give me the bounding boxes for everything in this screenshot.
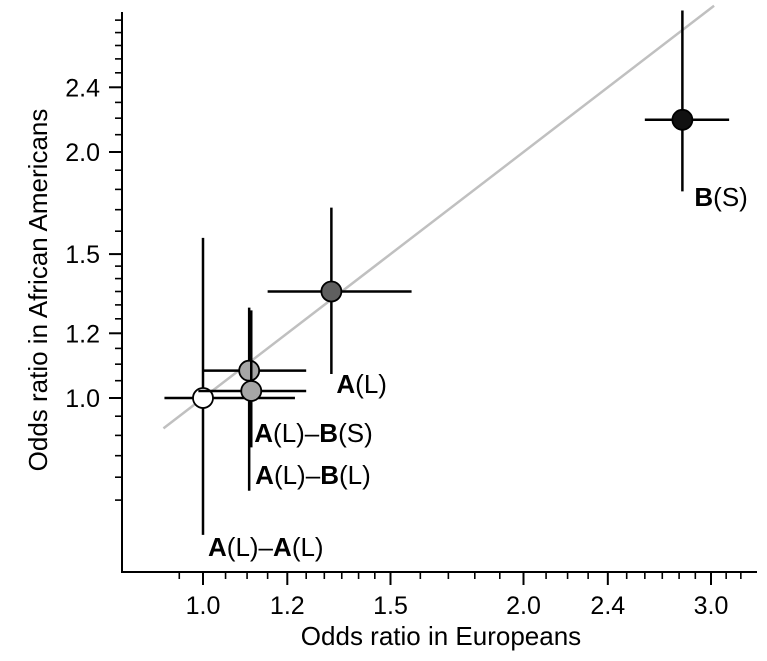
point-label: A(L)–B(S) bbox=[254, 418, 372, 448]
point-label-allele: (L) bbox=[292, 532, 324, 562]
y-tick-label: 1.5 bbox=[65, 241, 100, 269]
x-tick-label: 1.2 bbox=[270, 592, 305, 620]
data-point bbox=[671, 108, 694, 131]
point-label-locus: A bbox=[208, 532, 227, 562]
data-points bbox=[164, 10, 730, 535]
x-tick-label: 2.0 bbox=[506, 592, 541, 620]
axis-ticks: 1.0 1.2 1.5 2.0 2.4 3.0 1.0 1.2 1.5 2.0 2.4 bbox=[65, 19, 742, 620]
x-tick-label: 3.0 bbox=[694, 592, 729, 620]
y-tick-label: 1.0 bbox=[65, 385, 100, 413]
point-label-locus: A bbox=[336, 369, 355, 399]
x-tick-label: 2.4 bbox=[590, 592, 625, 620]
y-tick-label: 2.4 bbox=[65, 74, 100, 102]
point-label-locus: A bbox=[255, 460, 274, 490]
point-label: A(L)–B(L) bbox=[255, 460, 371, 490]
axes bbox=[121, 12, 757, 573]
identity-reference-line bbox=[162, 4, 715, 430]
point-label-allele: (S) bbox=[338, 418, 373, 448]
point-label-locus: A bbox=[254, 418, 273, 448]
point-label-allele: (L) bbox=[339, 460, 371, 490]
data-point bbox=[192, 387, 214, 409]
point-label-locus: B bbox=[319, 418, 338, 448]
point-label-allele: (L)– bbox=[273, 418, 320, 448]
point-labels: A(L)–A(L)A(L)–B(L)A(L)–B(S)A(L)B(S) bbox=[208, 182, 748, 562]
data-point bbox=[238, 359, 261, 382]
point-label-locus: B bbox=[320, 460, 339, 490]
point-label: B(S) bbox=[694, 182, 747, 212]
point-label-allele: (L)– bbox=[227, 532, 274, 562]
point-label: A(L) bbox=[336, 369, 387, 399]
point-label-locus: A bbox=[273, 532, 292, 562]
data-point bbox=[240, 380, 263, 402]
x-tick-label: 1.0 bbox=[186, 592, 221, 620]
point-label-allele: (L)– bbox=[274, 460, 321, 490]
point-label: A(L)–A(L) bbox=[208, 532, 324, 562]
x-tick-label: 1.5 bbox=[373, 592, 408, 620]
y-axis-title: Odds ratio in African Americans bbox=[23, 109, 53, 472]
y-tick-label: 2.0 bbox=[65, 139, 100, 167]
point-label-allele: (S) bbox=[713, 182, 748, 212]
reference-line-layer bbox=[162, 4, 715, 430]
data-point bbox=[320, 280, 343, 303]
x-axis-title: Odds ratio in Europeans bbox=[301, 621, 581, 651]
point-label-allele: (L) bbox=[355, 369, 387, 399]
y-tick-label: 1.2 bbox=[65, 320, 100, 348]
point-label-locus: B bbox=[694, 182, 713, 212]
